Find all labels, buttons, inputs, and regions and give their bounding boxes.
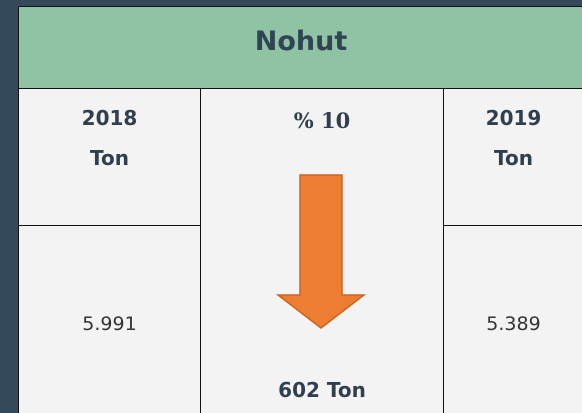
cell <box>18 225 201 413</box>
year: 2018 <box>81 106 138 130</box>
unit: Ton <box>90 146 129 170</box>
value: 5.389 <box>486 313 541 335</box>
header <box>18 6 582 89</box>
cell <box>443 88 582 226</box>
unit: Ton <box>494 146 533 170</box>
difference: 602 Ton <box>278 378 366 402</box>
value: 5.991 <box>82 313 137 335</box>
cell <box>18 88 201 226</box>
cell <box>443 225 582 413</box>
year: 2019 <box>485 106 542 130</box>
title: Nohut <box>254 26 348 57</box>
arrow <box>275 174 367 329</box>
percent: % 10 <box>293 108 351 133</box>
down-arrow <box>275 174 367 329</box>
